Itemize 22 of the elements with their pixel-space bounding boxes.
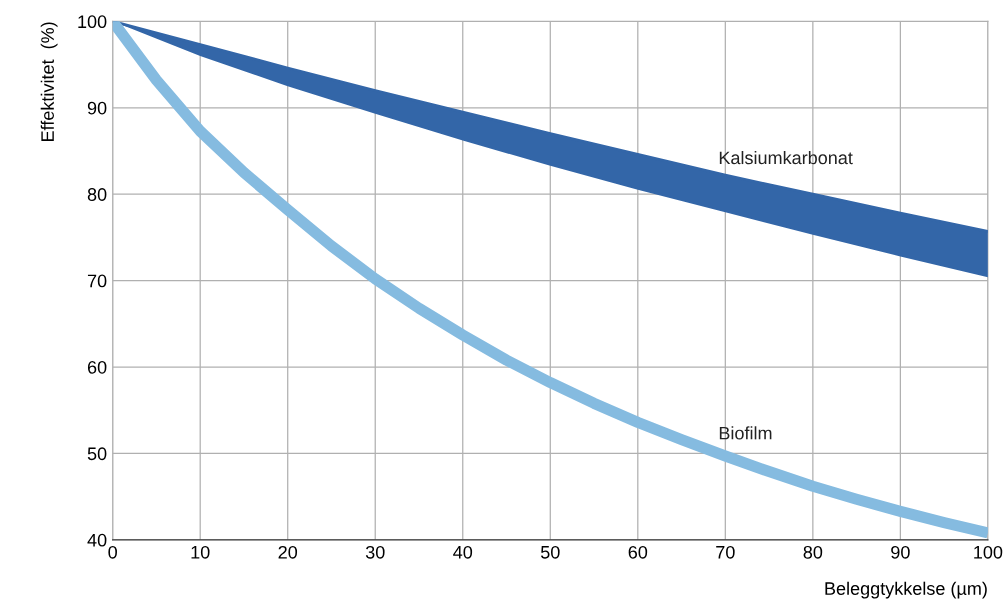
x-tick-label: 60 [628,545,648,559]
x-tick-label: 90 [891,545,910,559]
x-tick-label: 20 [278,545,298,559]
y-tick-label: 50 [87,447,107,461]
x-tick-label: 10 [191,545,210,559]
x-tick-label: 50 [540,545,560,559]
series-label: Kalsiumkarbonat [719,150,853,165]
y-tick-label: 60 [87,360,107,374]
y-tick-label: 90 [87,101,107,115]
x-tick-label: 40 [453,545,473,559]
x-axis-title: Beleggtykkelse (µm) [825,581,987,599]
y-axis-title: Effektivitet (%) [40,22,58,141]
y-tick-label: 40 [87,533,107,547]
x-tick-label: 70 [716,545,735,559]
y-tick-label: 100 [78,15,107,29]
x-tick-label: 100 [974,545,1003,559]
x-tick-label: 80 [803,545,823,559]
series-label: Biofilm [719,426,772,440]
y-tick-label: 70 [87,274,107,288]
y-tick-label: 80 [87,188,107,201]
x-tick-label: 30 [365,545,385,559]
x-tick-label: 0 [108,545,117,559]
